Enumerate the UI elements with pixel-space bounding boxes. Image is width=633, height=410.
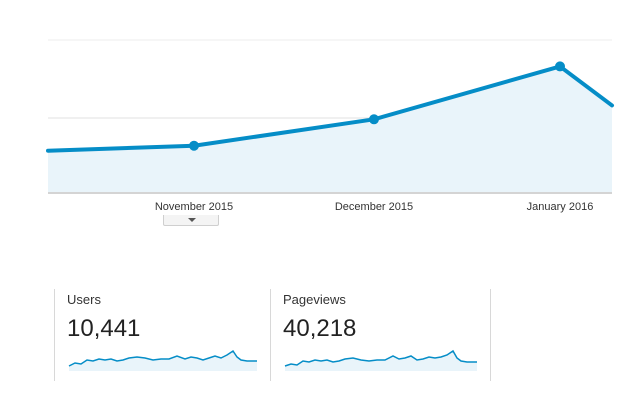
data-point-2[interactable] — [555, 61, 565, 72]
metric-pageviews[interactable]: Pageviews 40,218 — [271, 289, 491, 381]
x-tick-label-november-2015: November 2015 — [154, 201, 234, 213]
overview-data-points — [189, 61, 565, 151]
metric-users-value: 10,441 — [67, 315, 141, 342]
metric-users[interactable]: Users 10,441 — [54, 289, 271, 381]
x-tick-label-january-2016: January 2016 — [526, 201, 594, 213]
overview-area-fill — [48, 66, 612, 192]
users-sparkline-line — [68, 349, 257, 367]
pageviews-sparkline-fill — [285, 351, 477, 371]
data-point-0[interactable] — [189, 140, 199, 151]
pageviews-sparkline — [284, 349, 477, 371]
chart-collapse-handle[interactable] — [163, 215, 219, 226]
metric-pageviews-value: 40,218 — [283, 315, 357, 342]
data-point-1[interactable] — [369, 114, 379, 125]
users-sparkline — [68, 349, 257, 371]
metric-users-label: Users — [67, 292, 101, 307]
chevron-down-icon — [188, 218, 196, 222]
users-sparkline-fill — [69, 351, 257, 371]
metric-pageviews-label: Pageviews — [283, 292, 346, 307]
pageviews-sparkline-line — [284, 349, 477, 367]
x-tick-label-december-2015: December 2015 — [334, 201, 414, 213]
overview-line-chart — [46, 39, 614, 194]
